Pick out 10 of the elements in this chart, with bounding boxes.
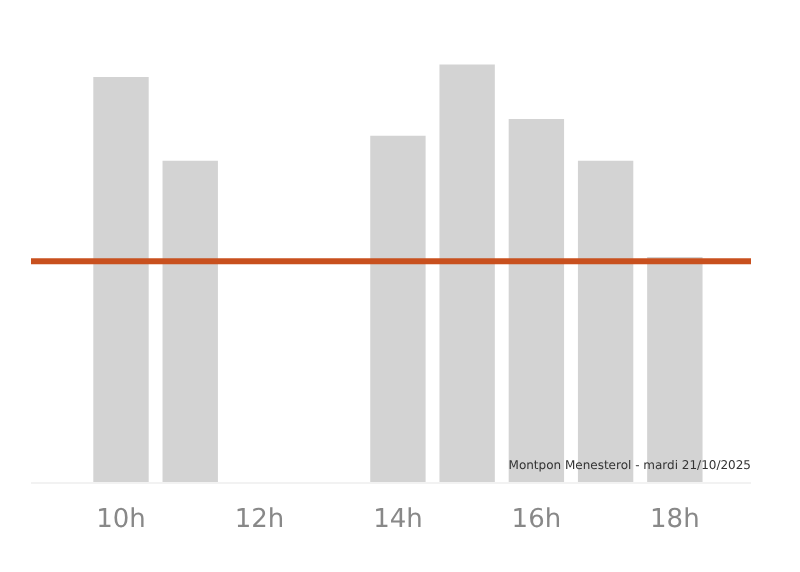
bar: [508, 118, 565, 483]
bar: [93, 77, 149, 483]
x-tick-label: 10h: [96, 505, 146, 535]
x-tick-label: 14h: [373, 505, 423, 535]
bar: [439, 64, 495, 483]
x-tick-label: 16h: [511, 505, 562, 535]
x-tick-label: 18h: [650, 505, 700, 535]
bar: [162, 160, 218, 483]
bar: [370, 135, 426, 483]
x-tick-label: 12h: [234, 505, 285, 535]
